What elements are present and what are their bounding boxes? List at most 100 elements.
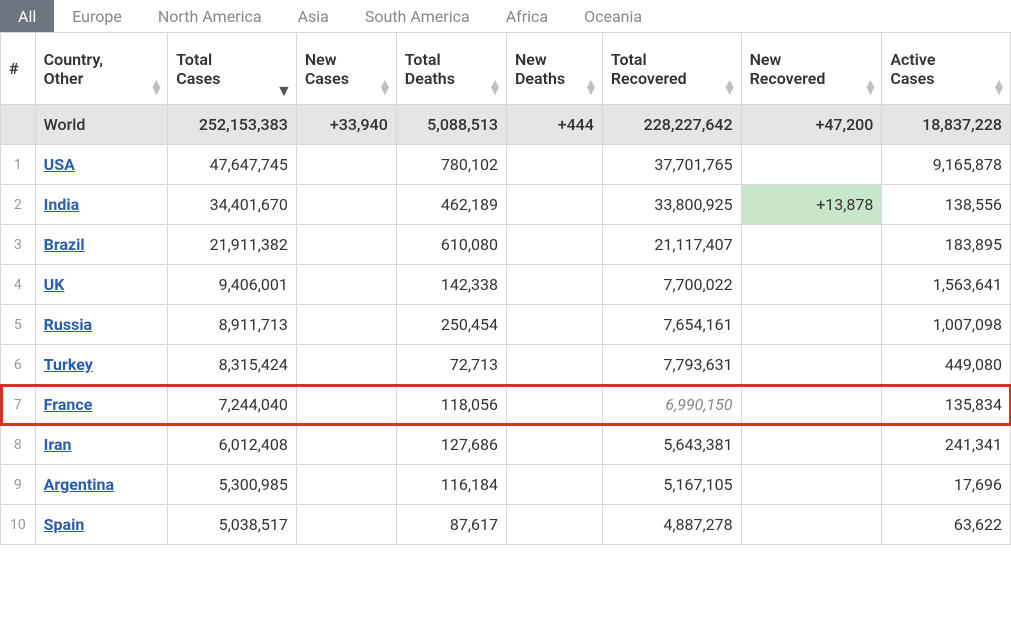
col-header-label: Country,Other bbox=[44, 50, 138, 88]
country-link[interactable]: UK bbox=[44, 275, 65, 294]
cell-new-cases bbox=[296, 465, 396, 505]
cell-new-recovered bbox=[741, 225, 882, 265]
cell-index: 10 bbox=[1, 505, 36, 545]
cell-new-cases bbox=[296, 385, 396, 425]
sort-icon: ▲▼ bbox=[992, 81, 1004, 96]
cell-new-deaths bbox=[506, 145, 602, 185]
country-link[interactable]: Spain bbox=[44, 515, 85, 534]
cell-new-deaths: +444 bbox=[506, 105, 602, 145]
cell-new-recovered: +47,200 bbox=[741, 105, 882, 145]
cell-total-recovered: 6,990,150 bbox=[602, 385, 741, 425]
col-header-new-cases[interactable]: NewCases▲▼ bbox=[296, 33, 396, 105]
sort-icon: ▲▼ bbox=[723, 81, 735, 96]
cell-active-cases: 449,080 bbox=[882, 345, 1011, 385]
cell-country: USA bbox=[35, 145, 168, 185]
cell-total-recovered: 5,643,381 bbox=[602, 425, 741, 465]
cell-total-recovered: 7,654,161 bbox=[602, 305, 741, 345]
cell-country: France bbox=[35, 385, 168, 425]
cell-total-deaths: 72,713 bbox=[396, 345, 506, 385]
col-header-total-cases[interactable]: TotalCases▼ bbox=[168, 33, 297, 105]
cell-new-recovered bbox=[741, 345, 882, 385]
cell-new-recovered bbox=[741, 425, 882, 465]
cell-total-recovered: 33,800,925 bbox=[602, 185, 741, 225]
cell-total-recovered: 7,700,022 bbox=[602, 265, 741, 305]
table-row: 9Argentina5,300,985116,1845,167,10517,69… bbox=[1, 465, 1011, 505]
cell-index: 1 bbox=[1, 145, 36, 185]
cell-new-deaths bbox=[506, 345, 602, 385]
cell-new-deaths bbox=[506, 465, 602, 505]
col-header-country[interactable]: Country,Other ▲▼ bbox=[35, 33, 168, 105]
col-header-index[interactable]: # bbox=[1, 33, 36, 105]
country-link[interactable]: Iran bbox=[44, 435, 72, 454]
table-row: 2India34,401,670462,18933,800,925+13,878… bbox=[1, 185, 1011, 225]
country-link[interactable]: USA bbox=[44, 155, 75, 174]
cell-new-deaths bbox=[506, 185, 602, 225]
cell-index bbox=[1, 105, 36, 145]
cell-total-deaths: 87,617 bbox=[396, 505, 506, 545]
country-link[interactable]: Turkey bbox=[44, 355, 93, 374]
sort-icon: ▲▼ bbox=[584, 81, 596, 96]
cell-new-deaths bbox=[506, 505, 602, 545]
cell-new-cases bbox=[296, 145, 396, 185]
country-link[interactable]: France bbox=[44, 395, 93, 414]
cell-new-recovered bbox=[741, 145, 882, 185]
table-row-world: World 252,153,383 +33,940 5,088,513 +444… bbox=[1, 105, 1011, 145]
tab-all[interactable]: All bbox=[0, 0, 54, 32]
tab-south-america[interactable]: South America bbox=[347, 0, 488, 32]
cell-active-cases: 241,341 bbox=[882, 425, 1011, 465]
cell-new-deaths bbox=[506, 385, 602, 425]
cell-country: Brazil bbox=[35, 225, 168, 265]
tab-oceania[interactable]: Oceania bbox=[566, 0, 660, 32]
table-body: World 252,153,383 +33,940 5,088,513 +444… bbox=[1, 105, 1011, 545]
country-link[interactable]: India bbox=[44, 195, 79, 214]
cell-new-recovered bbox=[741, 305, 882, 345]
cell-country: Turkey bbox=[35, 345, 168, 385]
sort-icon: ▲▼ bbox=[149, 81, 161, 96]
cell-index: 5 bbox=[1, 305, 36, 345]
sort-icon: ▼ bbox=[276, 87, 290, 96]
sort-icon: ▲▼ bbox=[864, 81, 876, 96]
cell-total-deaths: 127,686 bbox=[396, 425, 506, 465]
tab-africa[interactable]: Africa bbox=[488, 0, 566, 32]
table-row: 5Russia8,911,713250,4547,654,1611,007,09… bbox=[1, 305, 1011, 345]
region-tabs: All Europe North America Asia South Amer… bbox=[0, 0, 1011, 32]
cell-index: 9 bbox=[1, 465, 36, 505]
cell-new-cases bbox=[296, 225, 396, 265]
country-link[interactable]: Russia bbox=[44, 315, 92, 334]
cell-total-cases: 47,647,745 bbox=[168, 145, 297, 185]
table-row: 6Turkey8,315,42472,7137,793,631449,080 bbox=[1, 345, 1011, 385]
cell-index: 6 bbox=[1, 345, 36, 385]
cell-total-cases: 7,244,040 bbox=[168, 385, 297, 425]
cell-total-deaths: 610,080 bbox=[396, 225, 506, 265]
cell-new-cases bbox=[296, 305, 396, 345]
cell-total-cases: 6,012,408 bbox=[168, 425, 297, 465]
table-row: 8Iran6,012,408127,6865,643,381241,341 bbox=[1, 425, 1011, 465]
cell-active-cases: 135,834 bbox=[882, 385, 1011, 425]
sort-icon: ▲▼ bbox=[488, 81, 500, 96]
tab-north-america[interactable]: North America bbox=[140, 0, 280, 32]
col-header-new-recovered[interactable]: NewRecovered▲▼ bbox=[741, 33, 882, 105]
cell-total-recovered: 228,227,642 bbox=[602, 105, 741, 145]
cell-new-recovered bbox=[741, 265, 882, 305]
cell-total-cases: 9,406,001 bbox=[168, 265, 297, 305]
cell-country: UK bbox=[35, 265, 168, 305]
country-link[interactable]: Brazil bbox=[44, 235, 85, 254]
table-row: 4UK9,406,001142,3387,700,0221,563,641 bbox=[1, 265, 1011, 305]
cell-country: Spain bbox=[35, 505, 168, 545]
col-header-total-deaths[interactable]: TotalDeaths▲▼ bbox=[396, 33, 506, 105]
table-row: 3Brazil21,911,382610,08021,117,407183,89… bbox=[1, 225, 1011, 265]
col-header-active-cases[interactable]: ActiveCases▲▼ bbox=[882, 33, 1011, 105]
tab-asia[interactable]: Asia bbox=[280, 0, 347, 32]
cell-total-cases: 8,911,713 bbox=[168, 305, 297, 345]
cell-country: Argentina bbox=[35, 465, 168, 505]
cell-total-deaths: 780,102 bbox=[396, 145, 506, 185]
cell-index: 2 bbox=[1, 185, 36, 225]
tab-europe[interactable]: Europe bbox=[54, 0, 140, 32]
cell-new-recovered bbox=[741, 385, 882, 425]
country-link[interactable]: Argentina bbox=[44, 475, 114, 494]
cell-active-cases: 138,556 bbox=[882, 185, 1011, 225]
col-header-new-deaths[interactable]: NewDeaths▲▼ bbox=[506, 33, 602, 105]
cell-new-recovered bbox=[741, 505, 882, 545]
col-header-total-recovered[interactable]: TotalRecovered▲▼ bbox=[602, 33, 741, 105]
cell-index: 3 bbox=[1, 225, 36, 265]
